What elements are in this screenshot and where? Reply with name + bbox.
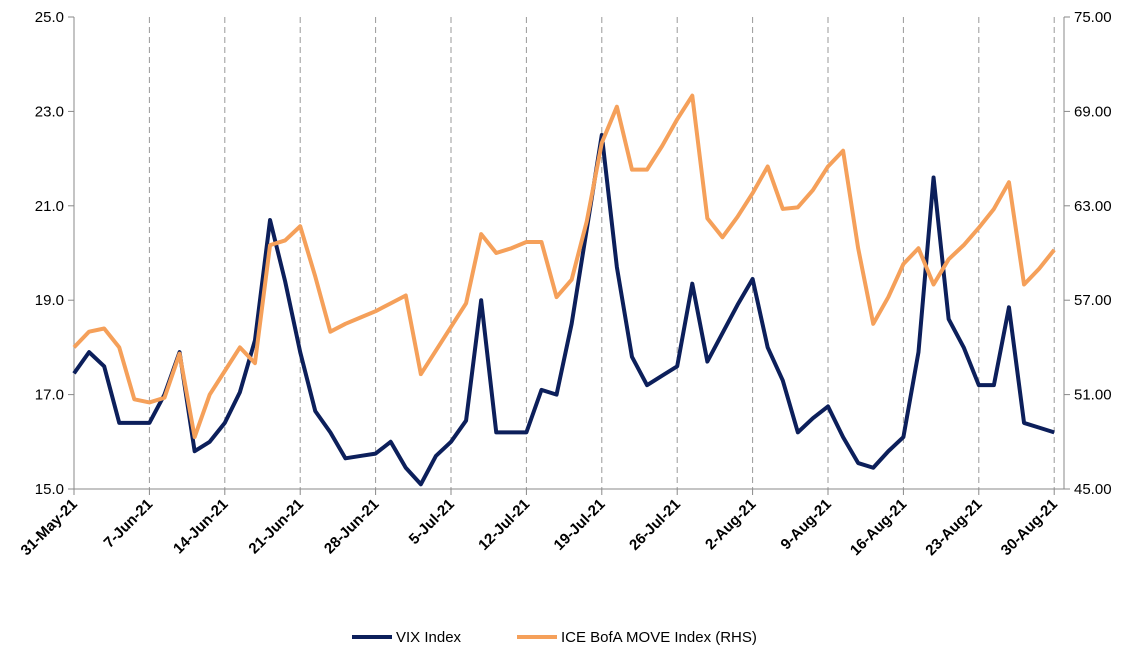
legend-label: VIX Index <box>396 629 462 646</box>
legend-label: ICE BofA MOVE Index (RHS) <box>561 629 757 646</box>
series-line <box>72 133 1055 487</box>
y-tick-label: 15.0 <box>35 481 64 498</box>
x-tick-label: 26-Jul-21 <box>626 496 684 554</box>
x-tick-label: 9-Aug-21 <box>777 496 834 553</box>
y-tick-label: 25.0 <box>35 9 64 26</box>
y-tick-label: 19.0 <box>35 292 64 309</box>
x-tick-label: 28-Jun-21 <box>321 496 383 558</box>
y-tick-label: 23.0 <box>35 103 64 120</box>
x-tick-label: 21-Jun-21 <box>245 496 307 558</box>
series-line <box>72 93 1056 440</box>
x-tick-label: 5-Jul-21 <box>406 496 458 548</box>
x-tick-label: 16-Aug-21 <box>847 496 910 559</box>
y-tick-label: 21.0 <box>35 198 64 215</box>
x-tick-label: 23-Aug-21 <box>922 496 985 559</box>
y2-tick-label: 75.00 <box>1074 9 1112 26</box>
x-tick-label: 2-Aug-21 <box>702 496 759 553</box>
x-tick-label: 14-Jun-21 <box>170 496 232 558</box>
y2-tick-label: 57.00 <box>1074 292 1112 309</box>
x-tick-label: 7-Jun-21 <box>101 496 157 552</box>
y2-tick-label: 45.00 <box>1074 481 1112 498</box>
y-tick-label: 17.0 <box>35 387 64 404</box>
y2-tick-label: 63.00 <box>1074 198 1112 215</box>
y2-tick-label: 51.00 <box>1074 387 1112 404</box>
x-tick-label: 12-Jul-21 <box>475 496 533 554</box>
x-tick-label: 19-Jul-21 <box>551 496 609 554</box>
x-tick-label: 30-Aug-21 <box>998 496 1061 559</box>
y2-tick-label: 69.00 <box>1074 103 1112 120</box>
x-tick-label: 31-May-21 <box>18 496 81 559</box>
